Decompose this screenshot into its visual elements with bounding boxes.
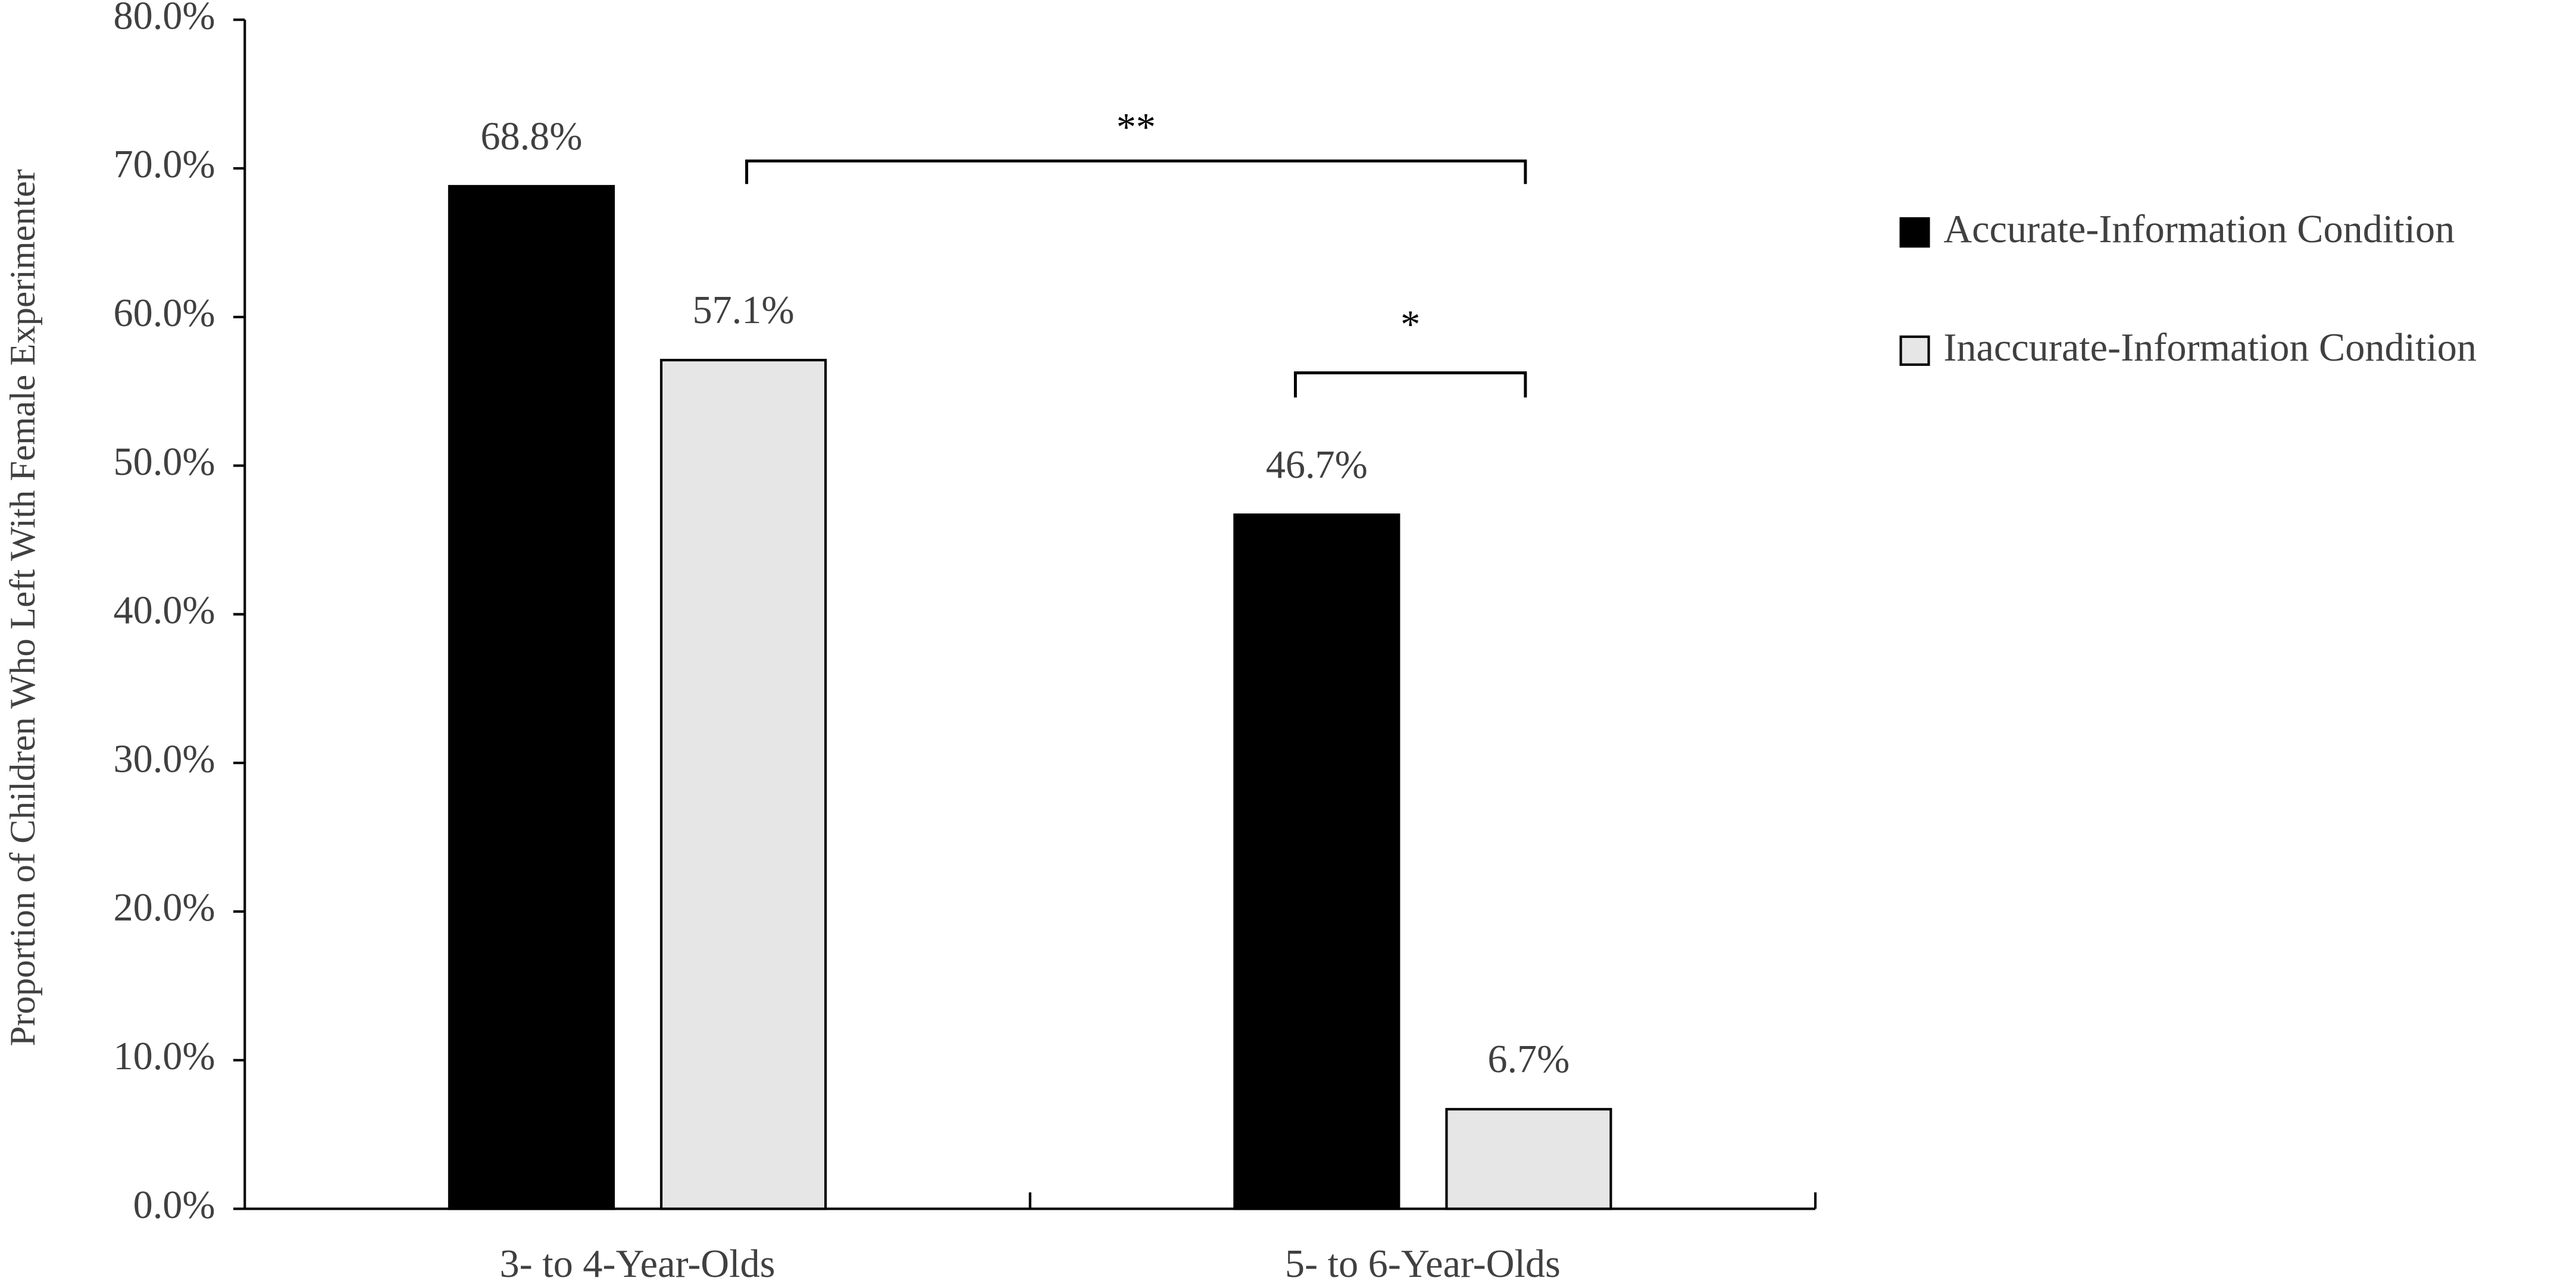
value-label: 68.8% [480,115,582,158]
legend-label: Accurate-Information Condition [1943,208,2455,251]
y-tick-label: 50.0% [113,440,215,484]
legend-swatch [1899,217,1930,248]
significance-bracket [1293,371,1527,398]
x-tick-label: 5- to 6-Year-Olds [1285,1242,1561,1286]
bar [448,184,615,1210]
y-tick-label: 80.0% [113,0,215,37]
significance-label: * [1400,303,1420,346]
significance-bracket [745,159,1527,184]
y-tick-label: 30.0% [113,737,215,781]
y-tick-label: 0.0% [133,1183,215,1227]
bar [1445,1108,1612,1210]
value-label: 57.1% [692,289,794,332]
significance-label: ** [1117,106,1156,149]
bar [659,359,827,1210]
y-tick-label: 60.0% [113,292,215,335]
value-label: 46.7% [1266,443,1368,487]
bar [1233,513,1400,1210]
value-label: 6.7% [1487,1038,1570,1081]
y-tick-label: 10.0% [113,1035,215,1078]
y-tick-label: 70.0% [113,143,215,186]
legend-swatch [1899,335,1930,366]
y-tick-label: 40.0% [113,589,215,632]
legend-label: Inaccurate-Information Condition [1943,326,2477,369]
y-tick-label: 20.0% [113,886,215,929]
x-tick-label: 3- to 4-Year-Olds [500,1242,776,1286]
y-axis-label: Proportion of Children Who Left With Fem… [3,169,43,1046]
